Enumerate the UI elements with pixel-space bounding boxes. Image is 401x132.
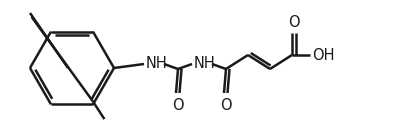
Text: NH: NH: [194, 55, 216, 70]
Text: O: O: [220, 98, 231, 113]
Text: NH: NH: [146, 55, 168, 70]
Text: O: O: [172, 98, 183, 113]
Text: O: O: [288, 15, 299, 30]
Text: OH: OH: [312, 48, 334, 62]
